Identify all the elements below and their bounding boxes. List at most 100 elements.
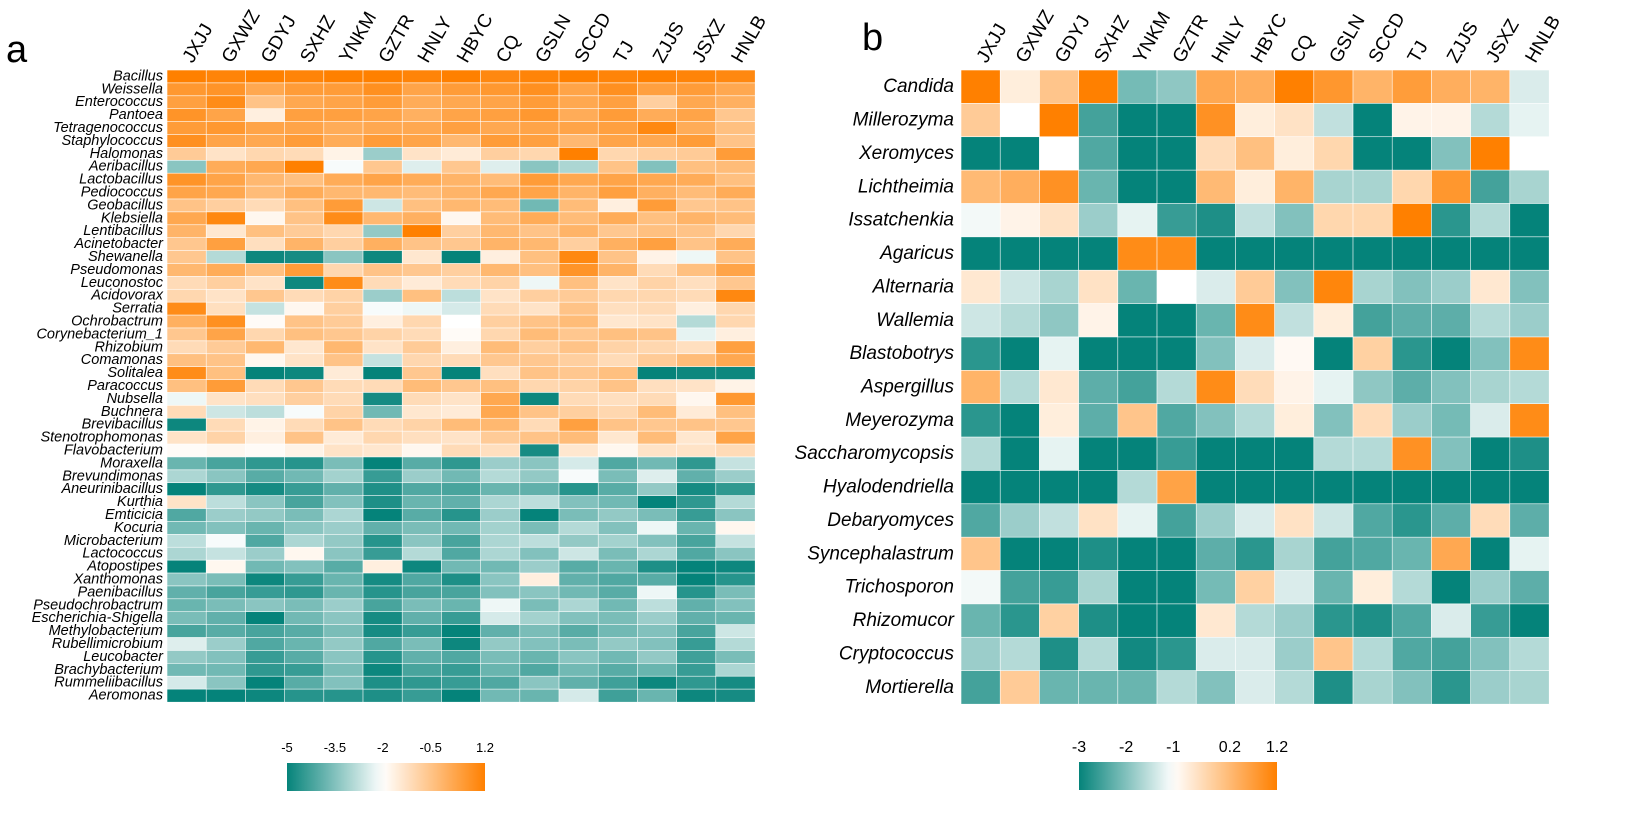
row-label: Bacillus [113, 68, 163, 84]
heatmap-cell [284, 417, 325, 432]
heatmap-cell [166, 688, 207, 703]
heatmap-cell [323, 198, 364, 213]
heatmap-cell [1078, 636, 1119, 672]
heatmap-cell [1156, 103, 1197, 138]
column-label: ZJJS [1443, 19, 1483, 67]
panel-b-label: b [862, 17, 883, 59]
heatmap-cell [1470, 303, 1511, 338]
row-label: Mortierella [865, 677, 954, 698]
heatmap-cell [245, 159, 286, 174]
heatmap-cell [1117, 503, 1158, 538]
heatmap-cell [441, 417, 482, 432]
heatmap-cell [362, 521, 403, 535]
heatmap-cell [1470, 236, 1511, 271]
heatmap-cell [637, 534, 678, 548]
heatmap-cell [999, 470, 1040, 505]
heatmap-cell [558, 250, 599, 264]
heatmap-cell [558, 417, 599, 432]
heatmap-cell [558, 572, 599, 587]
heatmap-cell [284, 379, 325, 393]
heatmap-cell [1078, 370, 1119, 405]
heatmap-cell [284, 121, 325, 135]
heatmap-cell [205, 546, 246, 561]
heatmap-cell [1352, 436, 1393, 471]
heatmap-cell [401, 675, 442, 690]
heatmap-cell [205, 598, 246, 613]
heatmap-cell [1391, 269, 1432, 305]
heatmap-cell [1078, 536, 1119, 572]
heatmap-cell [1470, 269, 1511, 305]
heatmap-cell [1235, 503, 1276, 538]
heatmap-cell [1431, 236, 1472, 271]
heatmap-cell [1235, 436, 1276, 471]
column-label: SCCD [1365, 9, 1410, 66]
heatmap-cell [519, 688, 560, 703]
column-label: YNKM [1130, 8, 1176, 66]
heatmap-cell [1156, 636, 1197, 672]
heatmap-cell [1195, 69, 1236, 104]
heatmap-cell [245, 521, 286, 535]
heatmap-cell [960, 69, 1001, 104]
heatmap-cell [245, 430, 286, 445]
heatmap-cell [999, 269, 1040, 305]
heatmap-cell [205, 379, 246, 393]
heatmap-cell [637, 69, 678, 84]
heatmap-cell [1431, 536, 1472, 572]
heatmap-cell [284, 508, 325, 522]
heatmap-cell [362, 134, 403, 148]
heatmap-cell [441, 650, 482, 664]
heatmap-cell [205, 224, 246, 239]
heatmap-cell [715, 598, 756, 613]
heatmap-cell [519, 572, 560, 587]
heatmap-cell [245, 482, 286, 497]
heatmap-a: BacillusWeissellaEnterococcusPantoeaTetr… [32, 6, 771, 703]
heatmap-cell [1156, 370, 1197, 405]
heatmap-cell [166, 108, 207, 123]
heatmap-cell [676, 237, 717, 252]
heatmap-cell [480, 353, 521, 368]
heatmap-cell [166, 224, 207, 239]
heatmap-cell [1509, 503, 1550, 538]
heatmap-cell [1117, 570, 1158, 605]
heatmap-cell [676, 211, 717, 226]
heatmap-cell [401, 508, 442, 522]
heatmap-cell [166, 121, 207, 135]
heatmap-cell [676, 314, 717, 329]
heatmap-cell [284, 392, 325, 406]
heatmap-cell [1509, 403, 1550, 438]
heatmap-cell [441, 134, 482, 148]
heatmap-cell [676, 534, 717, 548]
heatmap-cell [441, 340, 482, 355]
heatmap-cell [519, 585, 560, 600]
heatmap-cell [558, 288, 599, 303]
heatmap-cell [480, 443, 521, 458]
heatmap-cell [999, 603, 1040, 638]
heatmap-cell [1431, 470, 1472, 505]
heatmap-cell [715, 159, 756, 174]
heatmap-cell [480, 121, 521, 135]
heatmap-cell [1195, 403, 1236, 438]
column-label: JSXZ [688, 15, 730, 66]
heatmap-cell [519, 650, 560, 664]
heatmap-cell [1156, 536, 1197, 572]
heatmap-cell [166, 456, 207, 471]
heatmap-cell [205, 663, 246, 677]
heatmap-cell [715, 405, 756, 419]
heatmap-cell [480, 663, 521, 677]
heatmap-cell [1195, 169, 1236, 204]
heatmap-cell [245, 675, 286, 690]
heatmap-cell [1431, 336, 1472, 371]
heatmap-cell [441, 663, 482, 677]
heatmap-cell [637, 353, 678, 368]
heatmap-cell [323, 95, 364, 110]
heatmap-cell [362, 482, 403, 497]
heatmap-cell [480, 469, 521, 484]
heatmap-cell [1078, 670, 1119, 705]
heatmap-cell [1117, 670, 1158, 705]
heatmap-cell [323, 546, 364, 561]
heatmap-cell [558, 314, 599, 329]
row-label: Leuconostoc [81, 275, 164, 291]
heatmap-cell [245, 688, 286, 703]
heatmap-cell [1431, 169, 1472, 204]
heatmap-cell [676, 572, 717, 587]
